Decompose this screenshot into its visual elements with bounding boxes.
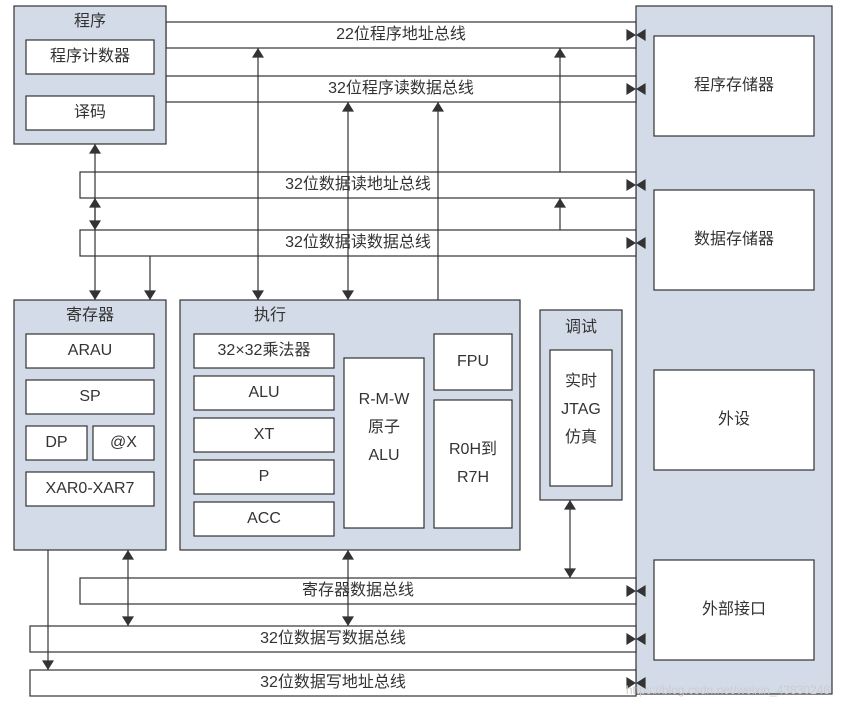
- arrow: [342, 550, 354, 560]
- jtag-label-2: 仿真: [565, 428, 597, 446]
- rmw-label-0: R-M-W: [359, 391, 411, 408]
- right-block-label-0: 程序存储器: [694, 76, 774, 94]
- arrow: [144, 290, 156, 300]
- watermark: https://blog.csdn.net/weixin_43830248: [626, 683, 830, 697]
- r0h-label-0: R0H到: [449, 440, 497, 458]
- bus-label-5: 32位数据写数据总线: [260, 629, 406, 647]
- arrow: [252, 48, 264, 58]
- bus-label-0: 22位程序地址总线: [336, 25, 466, 43]
- r0h-label-1: R7H: [457, 469, 489, 486]
- right-block-label-2: 外设: [718, 410, 750, 428]
- fpu-label: FPU: [457, 353, 489, 370]
- right-block-label-3: 外部接口: [702, 600, 766, 618]
- arrow: [564, 500, 576, 510]
- rmw-alu: [344, 358, 424, 528]
- bus-label-2: 32位数据读地址总线: [285, 175, 431, 193]
- bus-label-3: 32位数据读数据总线: [285, 233, 431, 251]
- arrow: [89, 290, 101, 300]
- debug-title: 调试: [565, 318, 597, 336]
- sp-label: SP: [79, 388, 100, 405]
- arrow: [89, 144, 101, 154]
- arrow: [554, 48, 566, 58]
- jtag-label-0: 实时: [565, 372, 597, 390]
- arrow: [554, 198, 566, 208]
- bus-label-6: 32位数据写地址总线: [260, 673, 406, 691]
- xar-label: XAR0-XAR7: [46, 480, 135, 497]
- exec-col1-label-2: XT: [254, 426, 275, 443]
- arrow: [122, 616, 134, 626]
- arrow: [252, 290, 264, 300]
- exec-col1-label-0: 32×32乘法器: [218, 341, 311, 359]
- arau-label: ARAU: [68, 342, 112, 359]
- arrow: [342, 290, 354, 300]
- dp-label: DP: [45, 434, 67, 451]
- exec-col1-label-4: ACC: [247, 510, 281, 527]
- bus-label-1: 32位程序读数据总线: [328, 79, 474, 97]
- program-title: 程序: [74, 12, 106, 30]
- bus-label-4: 寄存器数据总线: [302, 581, 414, 599]
- execute-title: 执行: [254, 306, 286, 324]
- r0h-r7h: [434, 400, 512, 528]
- exec-col1-label-1: ALU: [248, 384, 279, 401]
- arrow: [342, 102, 354, 112]
- arrow: [42, 660, 54, 670]
- arrow: [564, 568, 576, 578]
- register-title: 寄存器: [66, 306, 114, 324]
- exec-col1-label-3: P: [259, 468, 270, 485]
- arrow: [432, 102, 444, 112]
- arrow: [342, 616, 354, 626]
- atx-label: @X: [110, 434, 137, 451]
- arrow: [89, 220, 101, 230]
- decoder-label: 译码: [74, 103, 106, 121]
- program-counter-label: 程序计数器: [50, 47, 130, 65]
- right-block-label-1: 数据存储器: [694, 230, 774, 248]
- jtag-label-1: JTAG: [561, 401, 601, 418]
- arrow: [89, 198, 101, 208]
- rmw-label-2: ALU: [368, 447, 399, 464]
- arrow: [122, 550, 134, 560]
- rmw-label-1: 原子: [368, 418, 400, 436]
